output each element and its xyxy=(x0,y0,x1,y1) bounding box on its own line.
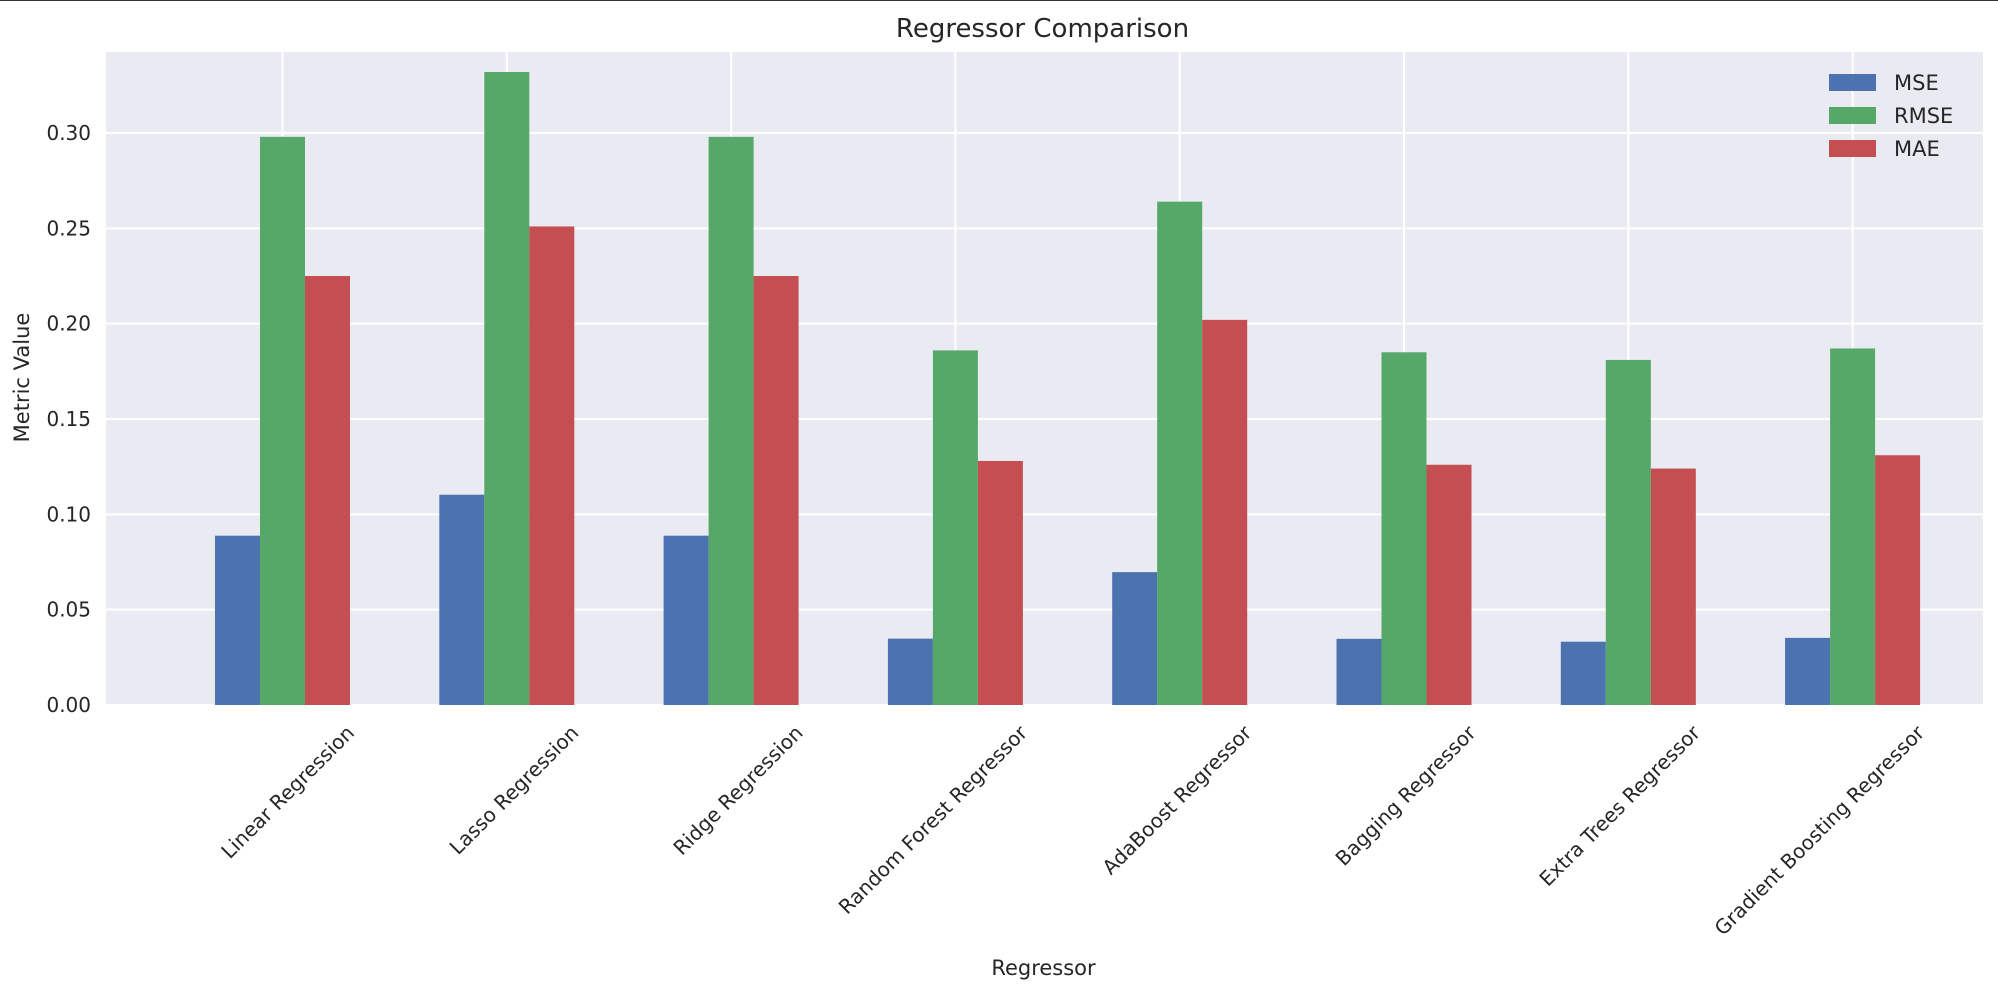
y-tick-label: 0.05 xyxy=(46,598,91,622)
bar-mse-5 xyxy=(1112,572,1158,705)
bar-mae-5 xyxy=(1202,319,1248,705)
bar-rmse-2 xyxy=(484,72,530,705)
y-axis-title: Metric Value xyxy=(10,313,34,443)
chart-title: Regressor Comparison xyxy=(896,14,1189,44)
legend-label-mse: MSE xyxy=(1894,71,1939,95)
bars xyxy=(215,72,1921,705)
bar-rmse-4 xyxy=(932,350,978,705)
legend-label-mae: MAE xyxy=(1894,137,1940,161)
bar-rmse-6 xyxy=(1381,352,1427,705)
legend-swatch-rmse xyxy=(1829,107,1876,124)
bar-mse-2 xyxy=(439,494,485,705)
y-tick-label: 0.30 xyxy=(46,121,91,145)
bar-mae-6 xyxy=(1426,464,1472,705)
bar-mae-3 xyxy=(753,276,799,705)
x-tick-label: AdaBoost Regressor xyxy=(1098,720,1257,879)
bar-rmse-1 xyxy=(260,136,305,705)
bar-rmse-7 xyxy=(1605,359,1651,705)
legend: MSE RMSE MAE xyxy=(1829,71,1953,161)
x-tick-label: Lasso Regression xyxy=(445,721,584,860)
bar-rmse-8 xyxy=(1830,348,1876,705)
bar-rmse-5 xyxy=(1157,201,1203,705)
x-tick-label: Bagging Regressor xyxy=(1331,720,1481,870)
x-axis-title: Regressor xyxy=(991,956,1096,980)
bar-mae-8 xyxy=(1875,455,1921,705)
x-tick-label: Gradient Boosting Regressor xyxy=(1710,720,1930,940)
legend-swatch-mae xyxy=(1829,140,1876,157)
x-tick-label: Random Forest Regressor xyxy=(834,720,1033,919)
bar-mse-3 xyxy=(663,535,709,705)
x-tick-label: Extra Trees Regressor xyxy=(1534,720,1705,891)
x-tick-label: Ridge Regression xyxy=(668,721,807,860)
y-tick-label: 0.25 xyxy=(46,216,91,240)
plot-area xyxy=(106,52,1983,705)
bar-mse-4 xyxy=(887,638,933,705)
bar-mae-4 xyxy=(977,460,1023,705)
bar-mae-7 xyxy=(1650,468,1696,705)
x-tick-labels: Linear Regression Lasso Regression Ridge R… xyxy=(216,720,1929,940)
bar-mse-1 xyxy=(215,535,260,705)
x-tick-label: Linear Regression xyxy=(216,721,359,864)
bar-mse-6 xyxy=(1336,638,1382,705)
y-tick-label: 0.15 xyxy=(46,407,91,431)
bar-mse-8 xyxy=(1785,637,1831,705)
legend-label-rmse: RMSE xyxy=(1894,104,1953,128)
y-tick-label: 0.20 xyxy=(46,312,91,336)
bar-mae-2 xyxy=(529,226,575,705)
bar-mse-7 xyxy=(1560,641,1606,705)
y-tick-label: 0.00 xyxy=(46,693,91,717)
bar-mae-1 xyxy=(305,276,350,705)
bar-rmse-3 xyxy=(708,136,754,705)
legend-swatch-mse xyxy=(1829,74,1876,91)
y-tick-label: 0.10 xyxy=(46,502,91,526)
y-tick-labels: 0.00 0.05 0.10 0.15 0.20 0.25 0.30 xyxy=(46,121,91,717)
